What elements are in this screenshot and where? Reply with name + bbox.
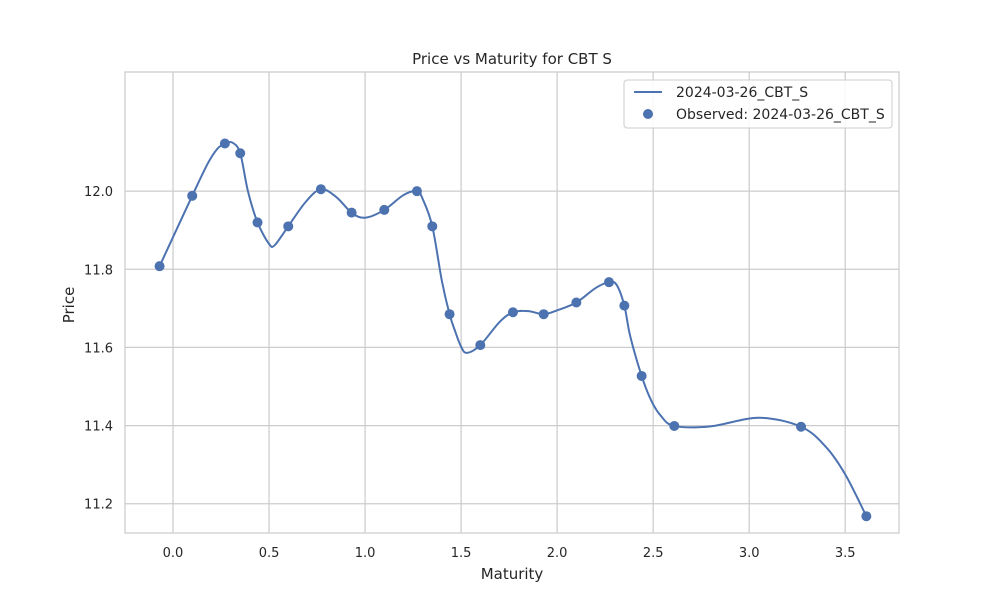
y-tick-label: 11.4 [84, 420, 113, 435]
x-tick-label: 2.5 [643, 546, 664, 561]
observed-point [636, 370, 647, 381]
legend-box [623, 79, 893, 129]
y-tick-label: 11.6 [84, 341, 113, 356]
observed-point [235, 148, 246, 159]
x-axis-ticks: 0.0 0.5 1.0 1.5 2.0 2.5 3.0 3.5 [163, 546, 856, 561]
observed-point [315, 184, 326, 195]
legend: 2024-03-26_CBT_S Observed: 2024-03-26_CB… [623, 79, 893, 129]
grid [125, 72, 899, 533]
x-tick-label: 3.0 [739, 546, 760, 561]
observed-point [187, 190, 198, 201]
y-tick-label: 11.8 [84, 263, 113, 278]
observed-point [379, 204, 390, 215]
x-tick-label: 2.0 [547, 546, 568, 561]
observed-point [796, 421, 807, 432]
series-line [158, 140, 868, 517]
x-axis-label: Maturity [481, 565, 544, 583]
observed-point [603, 277, 614, 288]
observed-point [154, 261, 165, 272]
observed-point [283, 221, 294, 232]
legend-marker-swatch [643, 109, 653, 119]
observed-point [571, 297, 582, 308]
series [154, 138, 872, 522]
observed-point [252, 217, 263, 228]
y-tick-label: 11.2 [84, 498, 113, 513]
x-tick-label: 0.5 [259, 546, 280, 561]
observed-point [507, 307, 518, 318]
chart-title: Price vs Maturity for CBT S [412, 50, 612, 68]
observed-point [444, 309, 455, 320]
legend-label-observed: Observed: 2024-03-26_CBT_S [676, 107, 885, 123]
observed-point [619, 300, 630, 311]
y-axis-ticks: 11.2 11.4 11.6 11.8 12.0 [84, 185, 113, 513]
legend-label-line: 2024-03-26_CBT_S [676, 85, 808, 101]
plot-frame [124, 71, 900, 534]
observed-point [427, 221, 438, 232]
x-tick-label: 1.5 [451, 546, 472, 561]
observed-point [219, 138, 230, 149]
x-tick-label: 3.5 [835, 546, 856, 561]
observed-point [346, 207, 357, 218]
observed-point [475, 340, 486, 351]
x-tick-label: 1.0 [355, 546, 376, 561]
y-axis-label: Price [60, 287, 78, 324]
observed-point [861, 511, 872, 522]
x-tick-label: 0.0 [163, 546, 184, 561]
observed-point [669, 420, 680, 431]
y-tick-label: 12.0 [84, 185, 113, 200]
observed-point [538, 309, 549, 320]
observed-point [411, 186, 422, 197]
